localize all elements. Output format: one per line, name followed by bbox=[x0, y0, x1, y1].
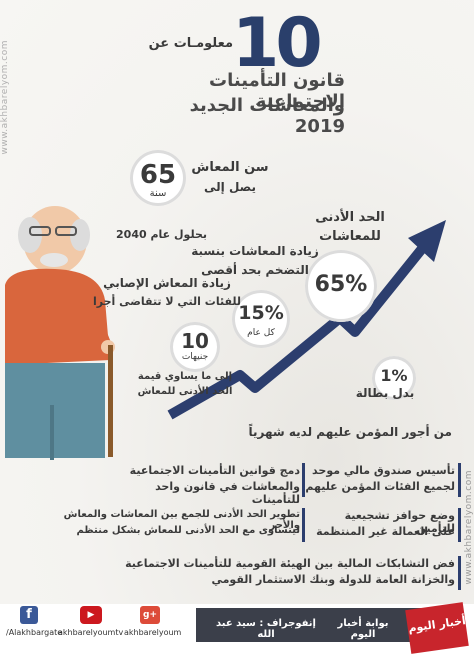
header-subtitle: معلومـات عن bbox=[148, 36, 233, 51]
point-bar-4 bbox=[458, 508, 461, 542]
gplus-icon[interactable]: g+ bbox=[140, 606, 160, 624]
youtube-icon[interactable]: ▶ bbox=[80, 606, 102, 624]
age-value: 65 bbox=[139, 160, 177, 190]
point-1-line1: دمج قوانين التأمينات الاجتماعية bbox=[129, 464, 300, 477]
watermark-left: www.akhbarelyom.com bbox=[0, 40, 10, 155]
injury-label-1: زيادة المعاش الإصابي bbox=[103, 276, 231, 290]
min-pension-value: 65% bbox=[314, 272, 368, 297]
point-bar-1 bbox=[302, 463, 305, 497]
age-sublabel: يصل إلى bbox=[204, 180, 256, 194]
injury-unit: جنيهات bbox=[181, 352, 209, 362]
footer-credit: إنفوجراف : سيد عبد الله bbox=[216, 618, 316, 640]
point-4-line2: على العمالة غير المنتظمة bbox=[316, 525, 455, 538]
facebook-icon[interactable]: f bbox=[20, 606, 38, 624]
point-1-line2: والمعاشات في قانون واحد للتأمينات bbox=[155, 480, 300, 506]
point-2-line2: لجميع الفئات المؤمن عليهم bbox=[305, 480, 455, 493]
age-circle bbox=[130, 150, 186, 206]
age-unit: سنة bbox=[149, 188, 167, 199]
min-pension-label-2: للمعاشات bbox=[319, 229, 381, 244]
raise-label-2: التضخم بحد أقصى bbox=[201, 263, 309, 277]
elderly-man-illustration bbox=[5, 206, 115, 460]
injury-note-1: إلى ما يساوي قيمة bbox=[137, 371, 233, 382]
injury-note-2: الحد الأدنى للمعاش bbox=[137, 386, 233, 397]
footer-credit-band bbox=[196, 608, 436, 642]
point-3-line1: تطوير الحد الأدنى للجمع بين المعاشات وال… bbox=[63, 509, 300, 531]
header-title-line1: قانون التأمينات الاجتماعية bbox=[209, 70, 345, 112]
point-4-line1: وضع حوافز تشجيعية للتأمين bbox=[344, 509, 455, 535]
point-5-line1: فض التشابكات المالية بين الهيئة القومية … bbox=[125, 557, 455, 570]
point-bar-2 bbox=[458, 463, 461, 497]
facebook-handle[interactable]: /Alakhbargate bbox=[6, 628, 63, 637]
raise-value: 15% bbox=[238, 302, 284, 324]
unemployment-value: 1% bbox=[380, 366, 408, 385]
injury-label-2: للفئات التي لا تتقاضى أجرا bbox=[93, 295, 241, 308]
age-year-note: بحلول عام 2040 bbox=[116, 228, 207, 241]
unemployment-label: بدل بطالة bbox=[355, 386, 415, 400]
rising-arrow-icon bbox=[167, 220, 446, 420]
footer-portal: بوابة أخبار اليوم bbox=[337, 618, 389, 640]
point-3-line2: ليتساوى مع الحد الأدنى للمعاش بشكل منتظم bbox=[76, 525, 300, 536]
point-bar-3 bbox=[302, 508, 305, 542]
watermark-right: www.akhbarelyom.com bbox=[464, 470, 474, 585]
header-title-line2: والمعاشات الجديد 2019 bbox=[189, 95, 345, 137]
wage-note: من أجور المؤمن عليهم لديه شهرياً bbox=[248, 425, 452, 439]
raise-unit: كل عام bbox=[247, 328, 275, 338]
gplus-handle[interactable]: akhbarelyoum bbox=[124, 628, 182, 637]
raise-label-1: زيادة المعاشات بنسبة bbox=[191, 244, 319, 258]
injury-value: 10 bbox=[181, 329, 209, 353]
injury-circle bbox=[170, 322, 220, 372]
unemployment-circle bbox=[372, 356, 416, 400]
youtube-handle[interactable]: akhbarelyoumtv bbox=[58, 628, 124, 637]
point-2-line1: تأسيس صندوق مالي موحد bbox=[312, 464, 455, 477]
header-number: 10 bbox=[232, 4, 323, 83]
min-pension-circle bbox=[305, 250, 377, 322]
raise-circle bbox=[232, 290, 290, 348]
min-pension-label-1: الحد الأدنى bbox=[315, 210, 385, 225]
point-5-line2: والخزانة العامة للدولة وبنك الاستثمار ال… bbox=[211, 573, 455, 586]
age-label: سن المعاش bbox=[191, 160, 269, 175]
point-bar-5 bbox=[458, 556, 461, 590]
